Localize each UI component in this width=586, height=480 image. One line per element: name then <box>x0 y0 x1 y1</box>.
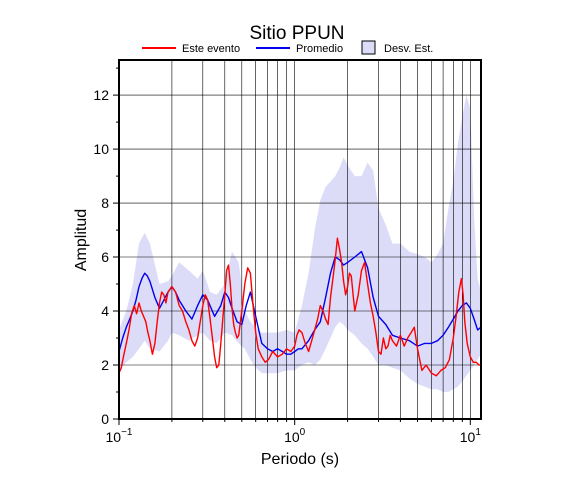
x-tick-base: 10 <box>106 429 122 445</box>
x-tick-exponent: −1 <box>121 427 133 438</box>
x-axis-label: Periodo (s) <box>261 451 339 468</box>
x-axis: 10−1 100 101 <box>106 419 482 445</box>
x-tick-label: 101 <box>460 427 482 445</box>
y-tick-label: 6 <box>101 249 109 265</box>
y-tick-label: 12 <box>93 87 109 103</box>
y-axis-label: Amplitud <box>73 209 90 271</box>
legend: Este evento Promedio Desv. Est. <box>142 40 433 55</box>
series-este-evento-line <box>119 237 481 377</box>
legend-label: Este evento <box>182 43 240 55</box>
y-tick-label: 4 <box>101 303 109 319</box>
y-axis: 0 2 4 6 8 10 12 <box>93 67 119 427</box>
legend-swatch <box>361 40 376 55</box>
series-promedio-line <box>119 250 481 355</box>
chart-title: Sitio PPUN <box>249 23 344 44</box>
y-tick-label: 8 <box>101 195 109 211</box>
y-tick-label: 0 <box>101 411 109 427</box>
x-tick-exponent: 1 <box>475 427 481 438</box>
x-tick-base: 10 <box>460 429 476 445</box>
x-tick-label: 10−1 <box>106 427 133 445</box>
legend-label: Desv. Est. <box>384 43 433 55</box>
x-tick-exponent: 0 <box>300 427 306 438</box>
x-tick-base: 10 <box>284 429 300 445</box>
x-tick-label: 100 <box>284 427 306 445</box>
legend-label: Promedio <box>296 43 343 55</box>
y-tick-label: 2 <box>101 357 109 373</box>
plot-frame <box>118 59 482 420</box>
y-tick-label: 10 <box>93 141 109 157</box>
series-layer <box>119 237 481 377</box>
